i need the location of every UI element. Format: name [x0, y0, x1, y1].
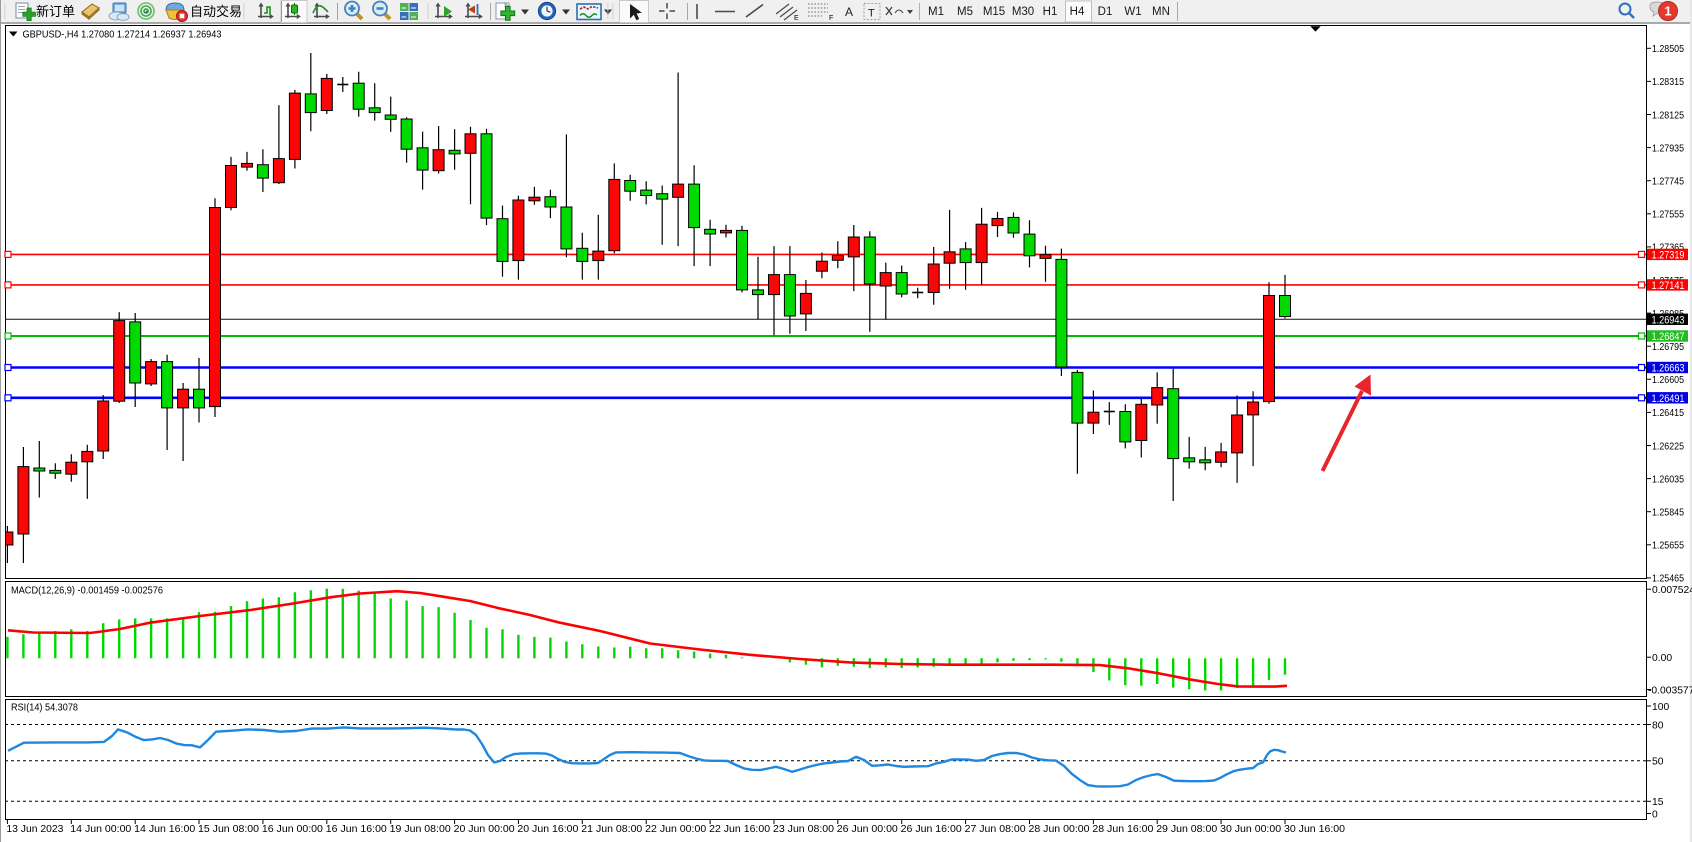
svg-text:1.26491: 1.26491 — [1652, 393, 1685, 405]
svg-text:28 Jun 16:00: 28 Jun 16:00 — [1092, 823, 1153, 835]
svg-text:30 Jun 00:00: 30 Jun 00:00 — [1220, 823, 1281, 835]
svg-text:26 Jun 00:00: 26 Jun 00:00 — [837, 823, 898, 835]
svg-text:自动交易: 自动交易 — [190, 4, 242, 19]
svg-text:GBPUSD-,H4 1.27080 1.27214 1.: GBPUSD-,H4 1.27080 1.27214 1.26937 1.269… — [23, 29, 222, 41]
svg-text:T: T — [868, 8, 875, 20]
svg-text:M1: M1 — [928, 6, 944, 18]
svg-text:0.007524: 0.007524 — [1652, 585, 1692, 596]
svg-text:13 Jun 2023: 13 Jun 2023 — [6, 823, 63, 835]
svg-text:22 Jun 00:00: 22 Jun 00:00 — [645, 823, 706, 835]
svg-text:1.26847: 1.26847 — [1652, 331, 1685, 343]
svg-text:1.26415: 1.26415 — [1652, 408, 1684, 419]
svg-text:14 Jun 00:00: 14 Jun 00:00 — [70, 823, 131, 835]
svg-text:1.26943: 1.26943 — [1652, 314, 1685, 326]
svg-text:20 Jun 16:00: 20 Jun 16:00 — [517, 823, 578, 835]
svg-text:1.27745: 1.27745 — [1652, 177, 1684, 188]
svg-text:1.27141: 1.27141 — [1652, 280, 1685, 292]
svg-text:15: 15 — [1652, 797, 1664, 808]
svg-text:F: F — [829, 15, 833, 22]
svg-text:30 Jun 16:00: 30 Jun 16:00 — [1284, 823, 1345, 835]
svg-text:M30: M30 — [1012, 6, 1034, 18]
svg-text:M15: M15 — [983, 6, 1005, 18]
svg-text:0.00: 0.00 — [1652, 653, 1672, 664]
svg-text:16 Jun 16:00: 16 Jun 16:00 — [326, 823, 387, 835]
svg-text:-0.003577: -0.003577 — [1648, 685, 1692, 696]
svg-text:1.25465: 1.25465 — [1652, 574, 1684, 585]
svg-text:100: 100 — [1652, 702, 1669, 713]
svg-text:新订单: 新订单 — [36, 4, 75, 19]
svg-text:28 Jun 00:00: 28 Jun 00:00 — [1029, 823, 1090, 835]
svg-text:D1: D1 — [1098, 6, 1113, 18]
svg-text:1.27555: 1.27555 — [1652, 210, 1684, 221]
svg-text:M5: M5 — [957, 6, 973, 18]
svg-text:22 Jun 16:00: 22 Jun 16:00 — [709, 823, 770, 835]
svg-text:1.26225: 1.26225 — [1652, 441, 1684, 452]
svg-text:1.25655: 1.25655 — [1652, 541, 1684, 552]
svg-text:H4: H4 — [1070, 6, 1085, 18]
svg-text:A: A — [845, 5, 853, 19]
svg-text:MACD(12,26,9) -0.001459 -0.002: MACD(12,26,9) -0.001459 -0.002576 — [11, 585, 163, 597]
svg-text:1.26795: 1.26795 — [1652, 342, 1684, 353]
svg-text:W1: W1 — [1124, 6, 1141, 18]
svg-text:1.28315: 1.28315 — [1652, 77, 1684, 88]
svg-text:1: 1 — [1664, 4, 1671, 19]
svg-text:H1: H1 — [1043, 6, 1058, 18]
svg-text:23 Jun 08:00: 23 Jun 08:00 — [773, 823, 834, 835]
svg-text:14 Jun 16:00: 14 Jun 16:00 — [134, 823, 195, 835]
svg-text:1.27935: 1.27935 — [1652, 143, 1684, 154]
svg-text:1.27319: 1.27319 — [1652, 249, 1685, 261]
svg-text:1.26035: 1.26035 — [1652, 474, 1684, 485]
svg-text:27 Jun 08:00: 27 Jun 08:00 — [965, 823, 1026, 835]
svg-text:0: 0 — [1652, 809, 1658, 820]
svg-text:15 Jun 08:00: 15 Jun 08:00 — [198, 823, 259, 835]
svg-text:50: 50 — [1652, 757, 1664, 768]
svg-text:MN: MN — [1152, 6, 1170, 18]
svg-text:19 Jun 08:00: 19 Jun 08:00 — [390, 823, 451, 835]
svg-text:1.25845: 1.25845 — [1652, 508, 1684, 519]
svg-text:1.28125: 1.28125 — [1652, 110, 1684, 121]
svg-text:26 Jun 16:00: 26 Jun 16:00 — [901, 823, 962, 835]
svg-text:RSI(14) 54.3078: RSI(14) 54.3078 — [11, 702, 78, 714]
svg-text:21 Jun 08:00: 21 Jun 08:00 — [581, 823, 642, 835]
svg-text:1.26605: 1.26605 — [1652, 375, 1684, 386]
svg-text:E: E — [794, 15, 799, 22]
svg-text:1.27365: 1.27365 — [1652, 243, 1684, 254]
svg-text:80: 80 — [1652, 720, 1664, 731]
svg-text:29 Jun 08:00: 29 Jun 08:00 — [1156, 823, 1217, 835]
svg-text:20 Jun 00:00: 20 Jun 00:00 — [454, 823, 515, 835]
svg-text:16 Jun 00:00: 16 Jun 00:00 — [262, 823, 323, 835]
svg-text:1.26663: 1.26663 — [1652, 363, 1685, 375]
svg-text:1.28505: 1.28505 — [1652, 44, 1684, 55]
